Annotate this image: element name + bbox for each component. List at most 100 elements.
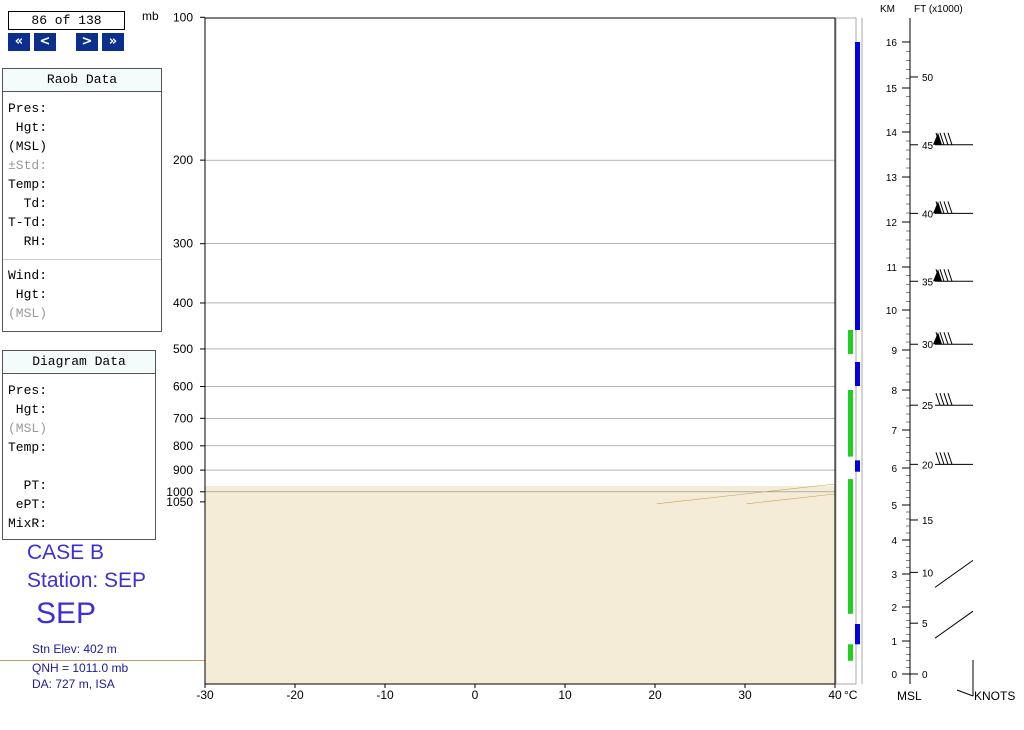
y-tick-label: 600 bbox=[173, 380, 193, 394]
raob-row: Temp: bbox=[8, 177, 48, 192]
wind-barb-feather bbox=[947, 269, 953, 282]
qnh-label: QNH = 1011.0 mb bbox=[32, 661, 129, 675]
wind-barb-feather bbox=[939, 452, 945, 465]
cloud-layer-bar bbox=[848, 330, 853, 354]
y-tick-label: 1000 bbox=[166, 485, 193, 499]
wind-barb-feather bbox=[947, 452, 953, 465]
prev-sounding-button[interactable]: < bbox=[34, 33, 56, 51]
wind-barb-staff bbox=[956, 689, 974, 697]
pressure-unit-label: mb bbox=[142, 9, 159, 23]
cloud-layer-bar bbox=[848, 479, 853, 614]
km-tick-label: 14 bbox=[886, 128, 898, 139]
ft-tick-label: 50 bbox=[922, 73, 934, 84]
km-tick-label: 13 bbox=[886, 173, 898, 184]
km-tick-label: 5 bbox=[891, 501, 897, 512]
panel-divider bbox=[3, 259, 161, 260]
ft-tick-label: 30 bbox=[922, 340, 934, 351]
cloud-layer-bar bbox=[855, 460, 860, 472]
diagram-row: (MSL) bbox=[8, 421, 48, 436]
wind-barb-feather bbox=[947, 132, 953, 145]
wind-barb-feather bbox=[947, 201, 953, 214]
km-tick-label: 10 bbox=[886, 306, 898, 317]
raob-row: RH: bbox=[8, 234, 48, 249]
km-tick-label: 7 bbox=[891, 426, 897, 437]
diagram-panel-title: Diagram Data bbox=[3, 351, 155, 374]
y-tick-label: 100 bbox=[173, 10, 193, 24]
cloud-layer-bar bbox=[848, 644, 853, 661]
sounding-counter: 86 of 138 bbox=[8, 11, 125, 30]
y-tick-label: 700 bbox=[173, 411, 193, 425]
raob-row: Td: bbox=[8, 196, 48, 211]
km-tick-label: 6 bbox=[891, 464, 897, 475]
y-tick-label: 900 bbox=[173, 463, 193, 477]
wind-barb-feather bbox=[939, 269, 945, 282]
y-tick-label: 500 bbox=[173, 342, 193, 356]
km-tick-label: 3 bbox=[891, 570, 897, 581]
first-sounding-button[interactable]: « bbox=[8, 33, 30, 51]
diagram-row: Temp: bbox=[8, 440, 48, 455]
station-label: Station: SEP bbox=[27, 569, 147, 592]
x-tick-label: 20 bbox=[648, 688, 662, 702]
x-tick-label: -30 bbox=[196, 688, 214, 702]
raob-row: (MSL) bbox=[8, 306, 48, 321]
km-tick-label: 0 bbox=[891, 670, 897, 681]
wind-barb-feather bbox=[939, 201, 945, 214]
wind-barb-feather bbox=[935, 393, 941, 406]
raob-row: Hgt: bbox=[8, 287, 48, 302]
ft-tick-label: 10 bbox=[922, 568, 934, 579]
isotherm-line bbox=[927, 17, 1024, 504]
x-tick-label: 0 bbox=[472, 688, 479, 702]
km-scale-label: KM bbox=[880, 4, 895, 15]
raob-row: (MSL) bbox=[8, 139, 48, 154]
raob-row: Wind: bbox=[8, 268, 48, 283]
diagram-row: Hgt: bbox=[8, 402, 48, 417]
cloud-layer-bar bbox=[855, 362, 860, 386]
x-tick-label: -10 bbox=[376, 688, 394, 702]
x-tick-label: 30 bbox=[738, 688, 752, 702]
wind-barb-feather bbox=[947, 393, 953, 406]
wind-barb-feather bbox=[939, 393, 945, 406]
diagram-row: ePT: bbox=[8, 497, 48, 512]
km-tick-label: 12 bbox=[886, 218, 898, 229]
cloud-layer-bar bbox=[848, 390, 853, 457]
ft-scale-label: FT (x1000) bbox=[914, 4, 963, 15]
wind-barb bbox=[934, 610, 974, 639]
ft-tick-label: 15 bbox=[922, 516, 934, 527]
y-tick-label: 300 bbox=[173, 237, 193, 251]
wind-barb-feather bbox=[943, 393, 949, 406]
raob-row: ±Std: bbox=[8, 158, 48, 173]
raob-row: Pres: bbox=[8, 101, 48, 116]
diagram-row: PT: bbox=[8, 478, 48, 493]
diagram-row: MixR: bbox=[8, 516, 48, 531]
wind-barb-pennant bbox=[933, 201, 942, 214]
plot-frame bbox=[204, 17, 836, 685]
below-ground-area bbox=[205, 485, 835, 684]
y-tick-label: 1050 bbox=[166, 495, 193, 509]
knots-label: KNOTS bbox=[974, 689, 1015, 703]
km-tick-label: 11 bbox=[887, 263, 898, 274]
diagram-row: Pres: bbox=[8, 383, 48, 398]
raob-panel-title: Raob Data bbox=[3, 69, 161, 92]
station-id-label: SEP bbox=[36, 597, 97, 630]
raob-row: Hgt: bbox=[8, 120, 48, 135]
isotherm-line bbox=[837, 17, 1024, 504]
km-tick-label: 8 bbox=[891, 386, 897, 397]
msl-label: MSL bbox=[897, 689, 922, 703]
wind-barb-feather bbox=[947, 332, 953, 345]
km-tick-label: 9 bbox=[891, 346, 897, 357]
x-unit-label: °C bbox=[844, 688, 858, 702]
last-sounding-button[interactable]: » bbox=[102, 33, 124, 51]
raob-row: T-Td: bbox=[8, 215, 48, 230]
ft-tick-label: 25 bbox=[922, 401, 934, 412]
wind-barb-feather bbox=[943, 452, 949, 465]
cloud-layer-bar bbox=[855, 624, 860, 645]
km-tick-label: 4 bbox=[891, 536, 897, 547]
ft-tick-label: 35 bbox=[922, 277, 934, 288]
ft-tick-label: 45 bbox=[922, 141, 934, 152]
x-tick-label: -20 bbox=[286, 688, 304, 702]
wind-barb-pennant bbox=[933, 132, 942, 145]
x-tick-label: 40 bbox=[828, 688, 842, 702]
next-sounding-button[interactable]: > bbox=[76, 33, 98, 51]
y-tick-label: 400 bbox=[173, 296, 193, 310]
